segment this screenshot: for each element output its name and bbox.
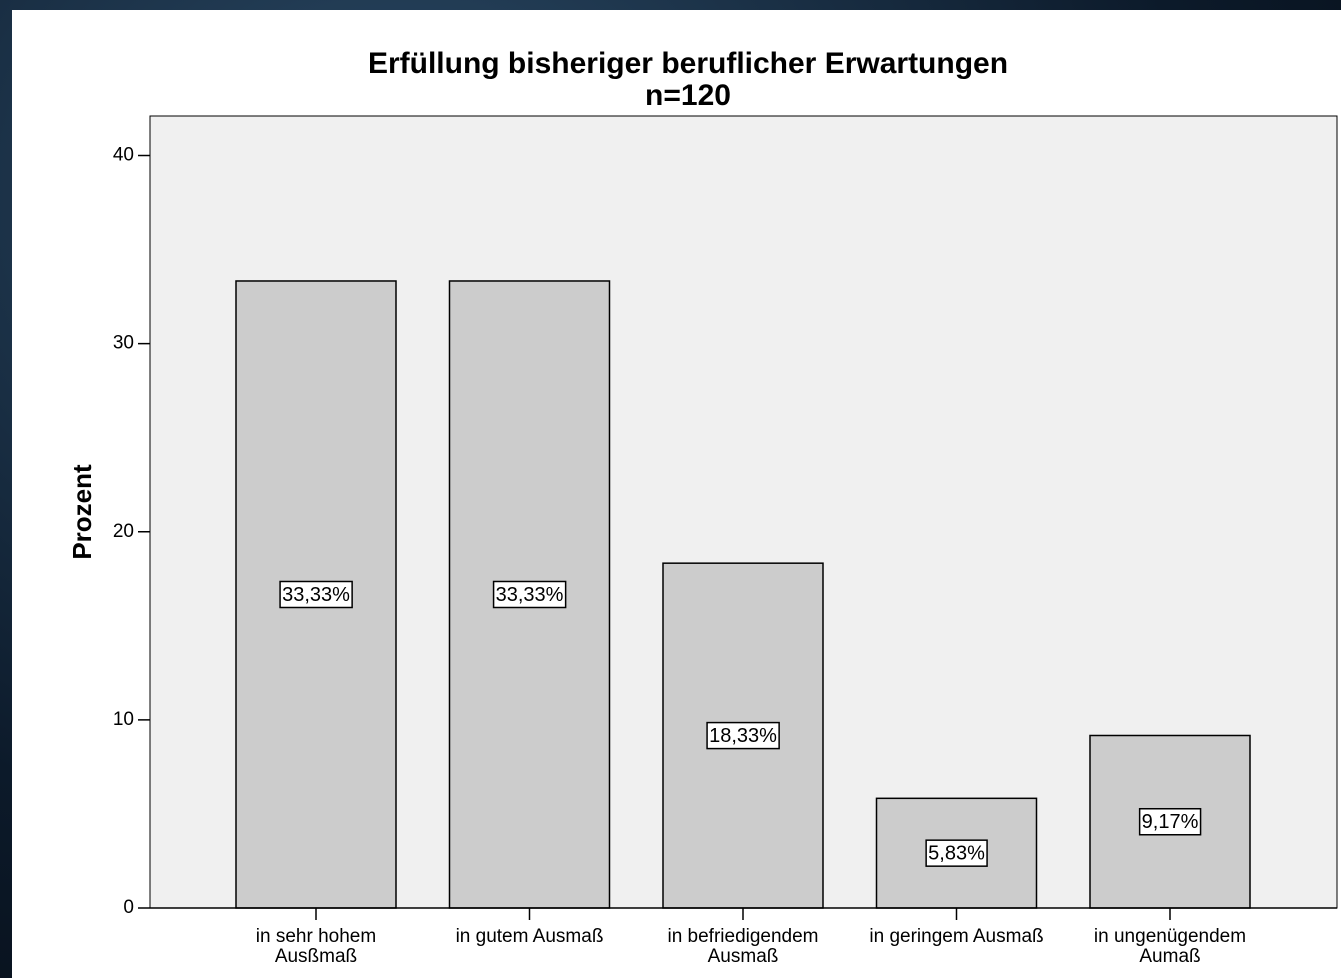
value-label: 33,33% [496,584,564,606]
y-axis-label: Prozent [67,464,97,560]
y-tick-label: 40 [113,145,134,166]
x-tick-label: in befriedigendem [667,926,818,947]
value-label-box [925,839,988,867]
value-label: 5,83% [928,842,985,864]
x-tick-label: Ausmaß [708,946,779,967]
x-tick-label: in ungenügendem [1094,926,1246,947]
y-tick-label: 10 [113,709,134,730]
y-tick-label: 30 [113,333,134,354]
value-label-box [706,721,780,750]
y-tick-label: 20 [113,521,134,542]
y-tick-label: 0 [123,897,134,918]
chart-subtitle: n=120 [645,79,731,112]
x-tick-label: Ausßmaß [275,946,357,967]
value-label: 18,33% [709,725,777,747]
chart-title: Erfüllung bisheriger beruflicher Erwartu… [368,47,1008,80]
x-tick-label: in geringem Ausmaß [869,926,1043,947]
x-tick-label: in gutem Ausmaß [456,926,604,947]
value-label: 33,33% [282,584,350,606]
value-label-box [279,580,353,609]
value-label: 9,17% [1142,811,1199,833]
x-tick-label: in sehr hohem [256,926,376,947]
value-label-box [492,580,567,609]
value-label-box [1138,807,1202,836]
x-tick-label: Aumaß [1139,946,1200,967]
